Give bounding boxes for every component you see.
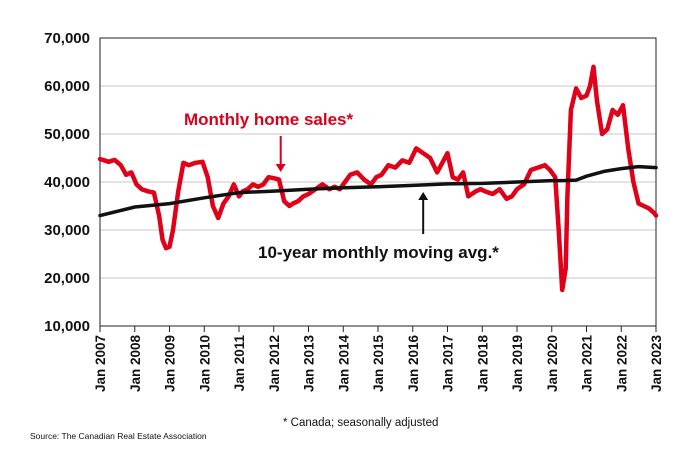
x-tick-label: Jan 2014	[336, 335, 351, 393]
y-tick-labels: 10,000 20,000 30,000 40,000 50,000 60,000 70,0…	[44, 30, 90, 335]
x-tick-label: Jan 2013	[302, 335, 317, 393]
y-tick-label: 40,000	[44, 174, 90, 191]
x-tick-label: Jan 2009	[163, 335, 178, 392]
x-tick-label: Jan 2021	[580, 335, 595, 393]
monthly-home-sales-arrow	[275, 136, 286, 172]
x-tick-label: Jan 2017	[441, 335, 456, 392]
series-layer	[97, 64, 659, 293]
x-tick-label: Jan 2020	[545, 335, 560, 392]
x-tick-label: Jan 2010	[197, 335, 212, 392]
monthly-home-sales-line	[97, 64, 659, 293]
moving-average-label: 10-year monthly moving avg.*	[258, 243, 499, 262]
x-tick-label: Jan 2011	[232, 335, 247, 392]
moving-average-line	[98, 164, 658, 218]
x-tick-label: Jan 2023	[649, 335, 664, 393]
x-tick-label: Jan 2022	[614, 335, 629, 392]
y-tick-label: 30,000	[44, 222, 90, 239]
x-tick-label: Jan 2016	[406, 335, 421, 393]
x-tick-labels: Jan 2007 Jan 2008 Jan 2009 Jan 2010 Jan 2011…	[93, 335, 664, 393]
footnote: * Canada; seasonally adjusted	[283, 417, 438, 429]
x-tick-marks	[99, 326, 657, 332]
moving-average-arrow	[418, 192, 429, 234]
x-tick-label: Jan 2019	[510, 335, 525, 392]
y-tick-label: 20,000	[44, 270, 90, 287]
x-tick-label: Jan 2007	[93, 335, 108, 392]
y-tick-label: 70,000	[44, 30, 90, 47]
x-tick-label: Jan 2018	[475, 335, 490, 393]
x-tick-label: Jan 2012	[267, 335, 282, 392]
y-tick-label: 50,000	[44, 126, 90, 143]
y-tick-label: 60,000	[44, 78, 90, 95]
x-tick-label: Jan 2008	[128, 335, 143, 393]
x-tick-label: Jan 2015	[371, 335, 386, 393]
y-tick-label: 10,000	[44, 318, 90, 335]
monthly-home-sales-label: Monthly home sales*	[184, 110, 353, 129]
source-note: Source: The Canadian Real Estate Associa…	[30, 431, 207, 441]
